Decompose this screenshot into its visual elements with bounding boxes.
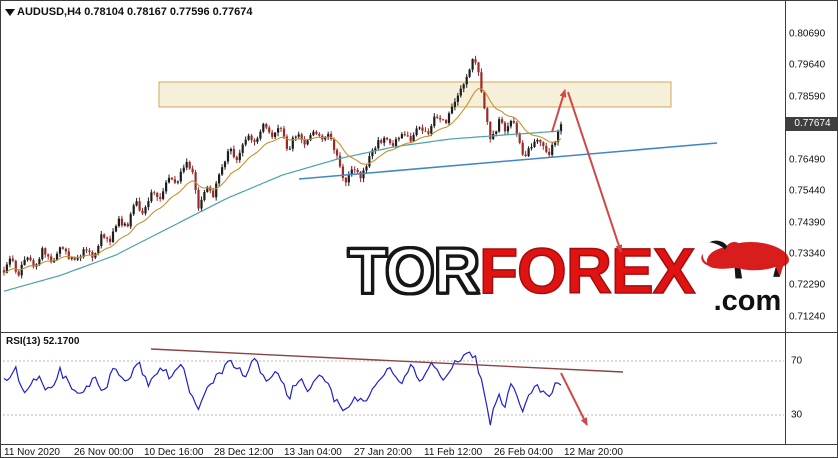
price-tick-label: 0.71240 [789,311,826,323]
watermark-logo-block: .com [697,239,797,316]
price-tick-label: 0.78590 [789,91,826,103]
time-tick-label: 26 Nov 00:00 [74,447,134,458]
time-tick-label: 12 Mar 20:00 [564,447,623,458]
rsi-level-label: 70 [791,355,803,367]
rsi-level-label: 30 [791,409,803,421]
time-tick-label: 26 Feb 04:00 [494,447,553,458]
watermark-forex: FOREX [478,235,696,307]
watermark-tor: TOR [347,235,481,307]
time-tick-label: 10 Dec 16:00 [144,447,204,458]
time-tick-label: 28 Dec 12:00 [214,447,274,458]
price-tick-label: 0.76490 [789,154,826,166]
watermark-com: .com [713,285,782,317]
price-tick-label: 0.73340 [789,248,826,260]
price-tick-label: 0.80690 [789,28,826,40]
time-tick-label: 13 Jan 04:00 [284,447,342,458]
time-tick-label: 11 Feb 12:00 [424,447,483,458]
one-click-trading-icon[interactable] [5,9,15,16]
price-tick-label: 0.75440 [789,185,826,197]
current-price-tag: 0.77674 [786,117,837,131]
watermark: TOR FOREX .com [347,235,797,316]
price-tick-label: 0.74390 [789,217,826,229]
price-tick-label: 0.72290 [789,279,826,291]
price-axis-separator [785,1,786,444]
indicator-panel-separator[interactable] [1,332,837,333]
bull-logo-icon [701,240,790,279]
price-tick-label: 0.79640 [789,59,826,71]
rsi-indicator-label: RSI(13) 52.1700 [6,336,80,347]
time-tick-label: 27 Jan 20:00 [354,447,412,458]
chart-title-ohlc: AUDUSD,H4 0.78104 0.78167 0.77596 0.7767… [17,6,253,18]
time-tick-label: 11 Nov 2020 [4,447,60,458]
time-axis-separator [1,444,837,445]
